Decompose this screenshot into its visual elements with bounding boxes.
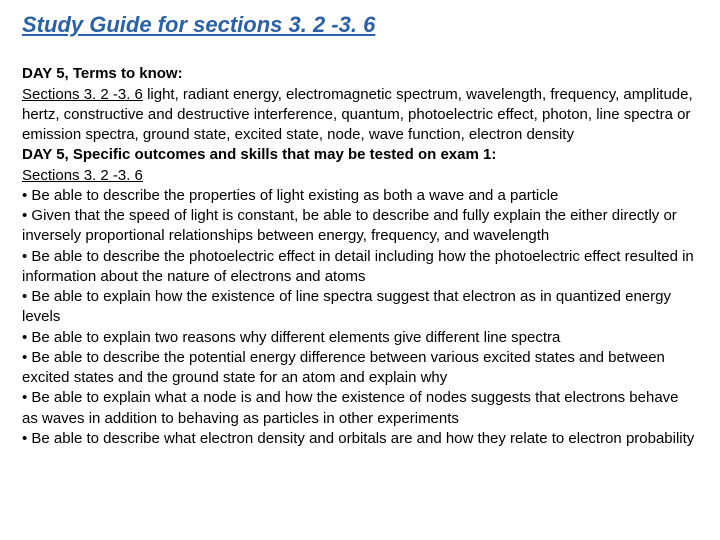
terms-heading-colon: : xyxy=(178,65,183,82)
terms-section-label: Sections 3. 2 -3. 6 xyxy=(22,86,143,103)
bullet-item: • Be able to explain two reasons why dif… xyxy=(22,329,560,346)
terms-heading: DAY 5, Terms to know xyxy=(22,65,178,82)
bullet-item: • Be able to describe the photoelectric … xyxy=(22,248,694,285)
bullet-item: • Be able to explain what a node is and … xyxy=(22,389,679,426)
page: Study Guide for sections 3. 2 -3. 6 DAY … xyxy=(0,0,720,449)
page-title: Study Guide for sections 3. 2 -3. 6 xyxy=(22,12,698,38)
bullet-item: • Given that the speed of light is const… xyxy=(22,207,677,244)
bullet-item: • Be able to describe what electron dens… xyxy=(22,430,694,447)
bullet-item: • Be able to explain how the existence o… xyxy=(22,288,671,325)
outcomes-section-label: Sections 3. 2 -3. 6 xyxy=(22,167,143,184)
body-text: DAY 5, Terms to know: Sections 3. 2 -3. … xyxy=(22,64,698,449)
outcomes-heading: DAY 5, Specific outcomes and skills that… xyxy=(22,146,496,163)
bullet-item: • Be able to describe the potential ener… xyxy=(22,349,665,386)
bullet-item: • Be able to describe the properties of … xyxy=(22,187,558,204)
